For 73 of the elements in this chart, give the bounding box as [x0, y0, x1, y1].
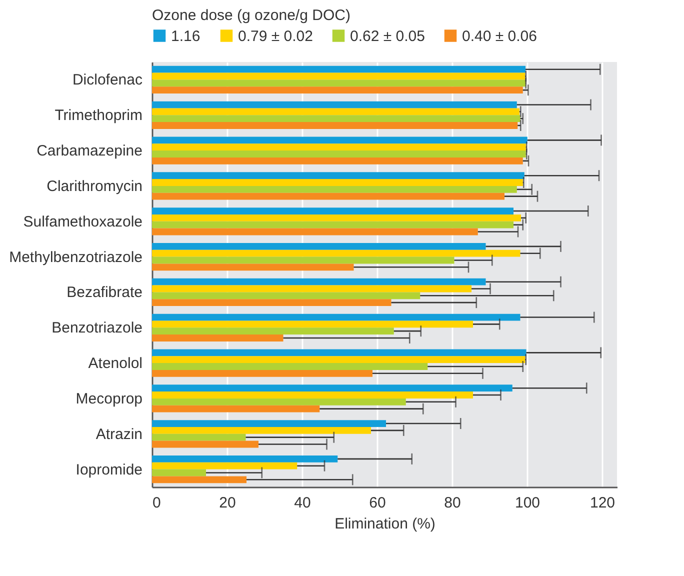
bar [152, 476, 246, 484]
legend-label: 0.40 ± 0.06 [462, 28, 537, 45]
bar [152, 136, 528, 144]
bar [152, 108, 520, 116]
bar [152, 334, 284, 342]
bar [152, 398, 406, 406]
x-tick-label: 60 [369, 494, 386, 512]
x-tick-label: 120 [590, 494, 616, 512]
x-tick-label: 100 [514, 494, 540, 512]
bar [152, 86, 523, 94]
bar [152, 405, 320, 412]
bar [152, 363, 428, 370]
bar [152, 314, 520, 321]
bar [152, 384, 512, 392]
bar [152, 462, 298, 470]
y-tick-label: Methylbenzotriazole [9, 248, 142, 266]
x-axis-title: Elimination (%) [334, 516, 436, 532]
bar [152, 469, 206, 476]
bar [152, 455, 338, 462]
y-tick-label: Clarithromycin [46, 178, 142, 195]
bar [152, 101, 517, 108]
x-tick-label: 80 [444, 494, 461, 512]
legend-label: 0.62 ± 0.05 [350, 28, 425, 45]
x-tick-label: 40 [294, 494, 311, 512]
bar [152, 370, 372, 377]
legend-title: Ozone dose (g ozone/g DOC) [152, 7, 350, 24]
bar [152, 440, 258, 448]
y-tick-label: Bezafibrate [66, 284, 142, 302]
bar [152, 250, 520, 257]
bar [152, 328, 394, 335]
bar [152, 214, 521, 222]
bar [152, 221, 514, 228]
bar [152, 349, 526, 356]
bar [152, 150, 526, 158]
bar [152, 186, 517, 193]
bar [152, 72, 526, 80]
x-tick-label: 20 [219, 494, 236, 512]
y-tick-label: Atrazin [96, 426, 142, 443]
x-tick-label: 0 [152, 494, 161, 512]
legend-label: 0.79 ± 0.02 [238, 28, 313, 45]
bar [152, 292, 420, 300]
bar [152, 157, 523, 164]
bar [152, 392, 473, 398]
bar [152, 242, 486, 250]
y-tick-label: Mecoprop [76, 390, 142, 408]
bar [152, 420, 386, 427]
y-tick-label: Sulfamethoxazole [23, 213, 142, 230]
bar [152, 228, 478, 236]
y-tick-label: Carbamazepine [36, 142, 142, 160]
bar [152, 115, 520, 122]
bar [152, 285, 472, 292]
bar [152, 192, 504, 200]
bar [152, 208, 514, 214]
legend-label: 1.16 [171, 28, 200, 45]
y-tick-label: Diclofenac [72, 72, 143, 89]
bar [152, 66, 526, 73]
bar [152, 320, 473, 328]
bar [152, 256, 454, 264]
bar [152, 356, 526, 364]
y-tick-label: Benzotriazole [52, 320, 142, 337]
bar [152, 434, 246, 441]
bar [152, 172, 524, 180]
y-tick-label: Atenolol [88, 355, 142, 372]
bar [152, 426, 371, 434]
y-tick-label: Iopromide [76, 461, 142, 478]
bar [152, 144, 526, 151]
bar [152, 264, 354, 271]
bar [152, 122, 518, 129]
bar [152, 179, 523, 186]
bar [152, 80, 526, 87]
bar [152, 299, 392, 306]
y-tick-label: Trimethoprim [54, 107, 142, 124]
bar [152, 278, 486, 286]
